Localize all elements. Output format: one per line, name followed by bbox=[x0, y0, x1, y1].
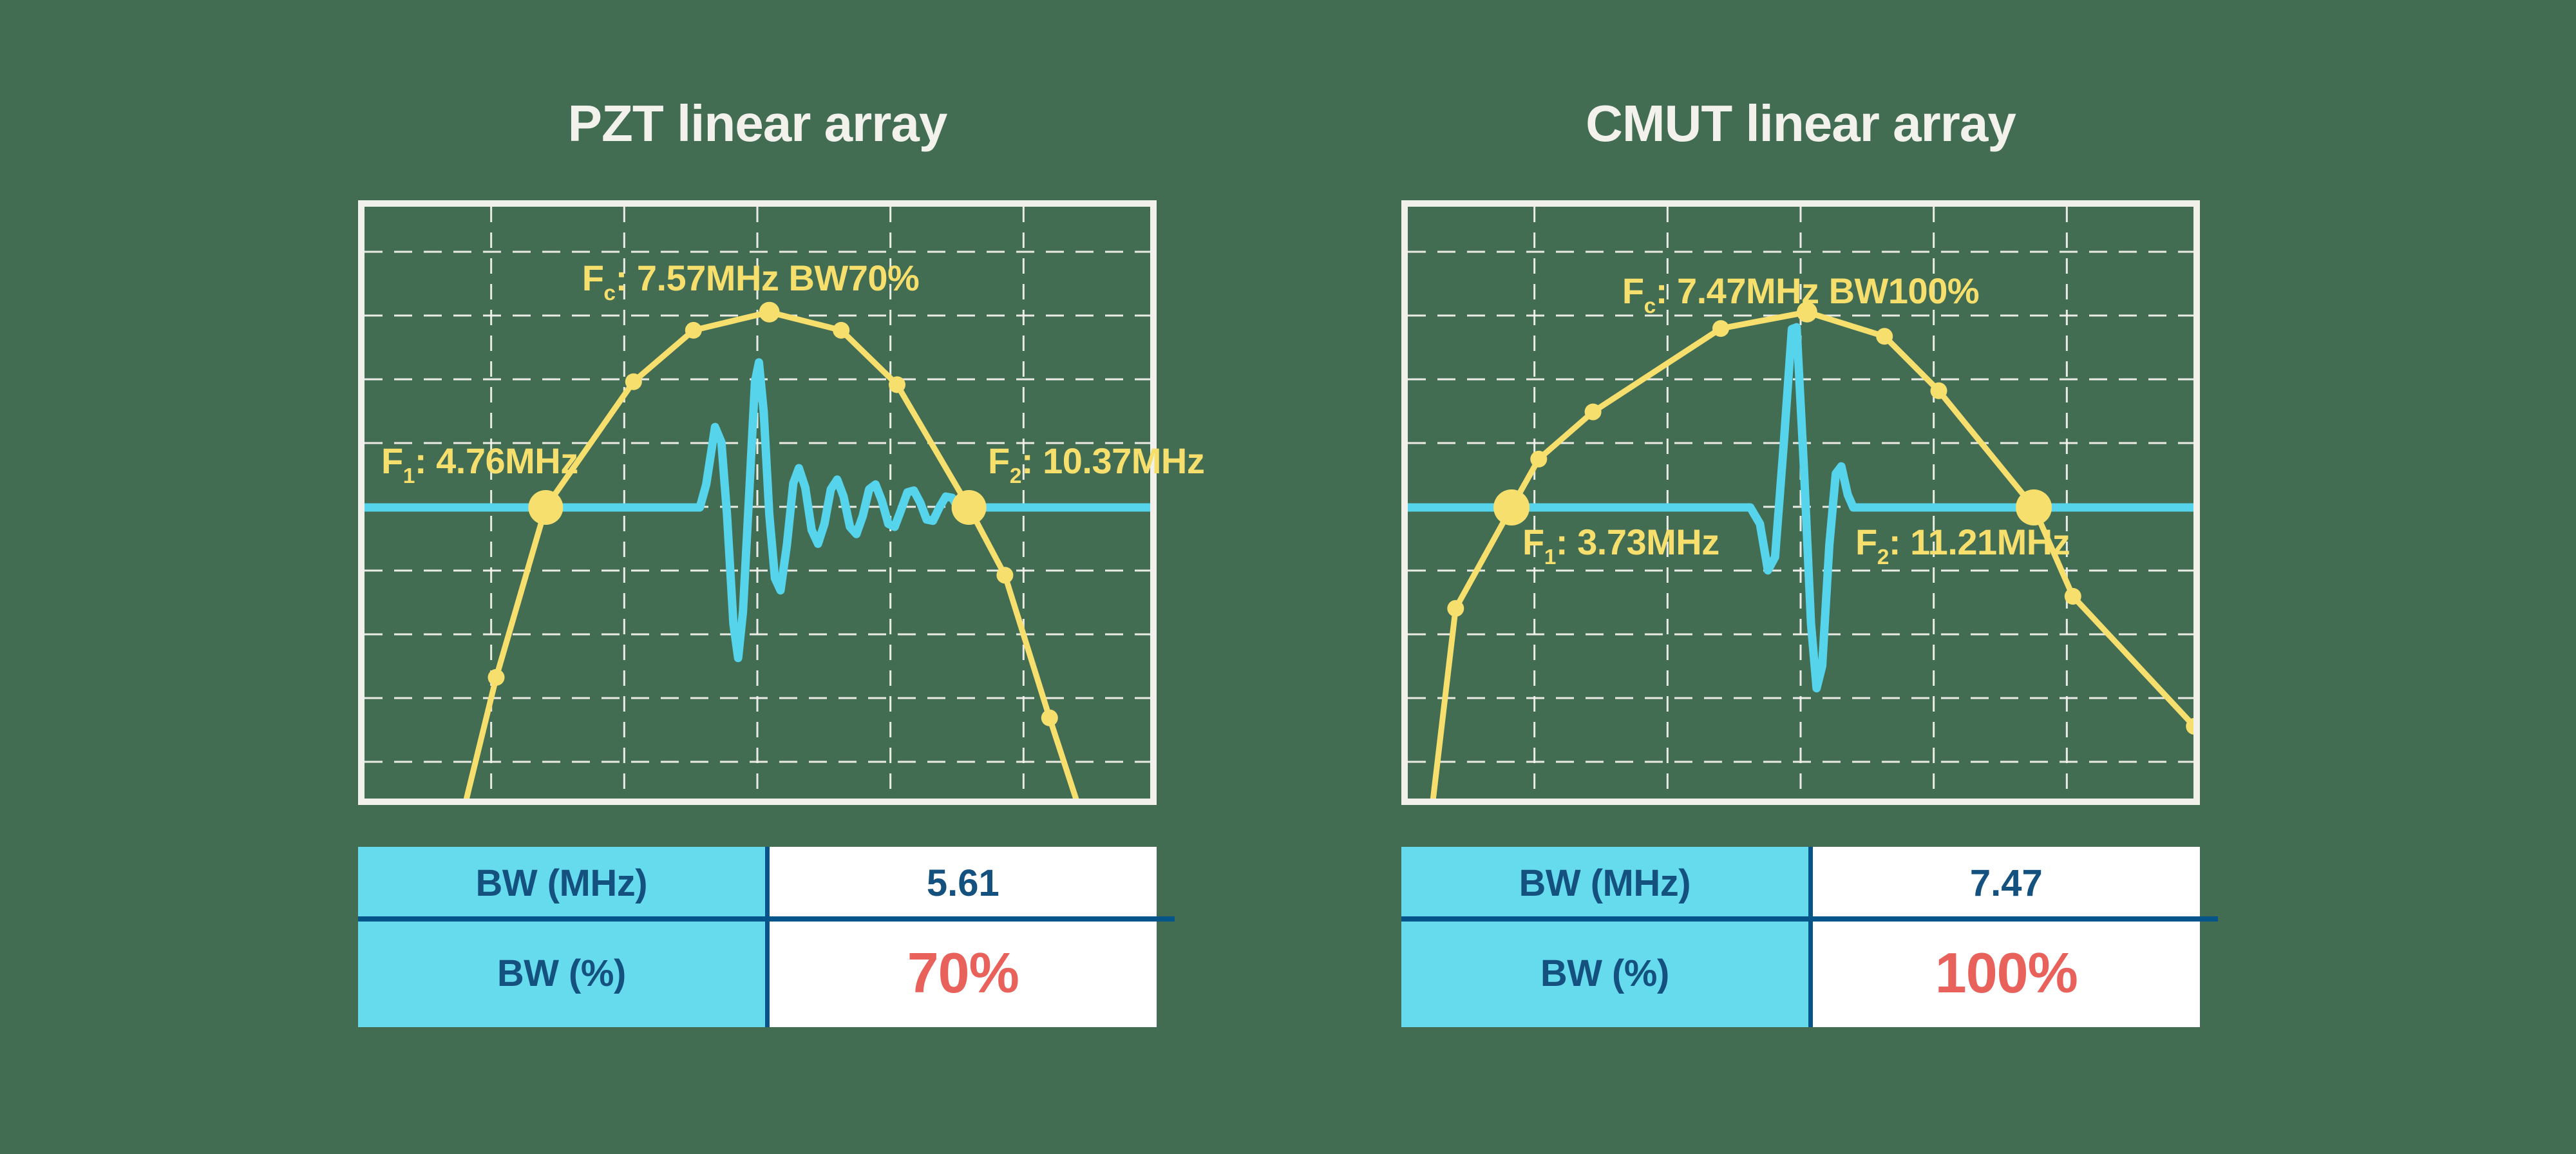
annotation-symbol: F bbox=[381, 440, 403, 481]
annotation-value: : 7.57MHz BW70% bbox=[615, 258, 920, 298]
annotation-symbol: F bbox=[988, 440, 1010, 481]
bw-table: BW (MHz) 7.47 BW (%) 100% bbox=[1401, 847, 2218, 1027]
annotation-symbol: F bbox=[582, 258, 604, 298]
annotation-subscript: 2 bbox=[1009, 464, 1022, 489]
bw-mhz-label: BW (MHz) bbox=[358, 847, 770, 919]
bw-mhz-label: BW (MHz) bbox=[1401, 847, 1813, 919]
bw-table: BW (MHz) 5.61 BW (%) 70% bbox=[358, 847, 1175, 1027]
annotation-symbol: F bbox=[1855, 522, 1877, 562]
bw-pct-value: 100% bbox=[1812, 919, 2200, 1027]
bw-pct-label: BW (%) bbox=[358, 919, 770, 1027]
annotation-subscript: 1 bbox=[402, 464, 415, 489]
table-row: BW (MHz) 7.47 bbox=[1401, 847, 2200, 919]
annotation-value: : 7.47MHz BW100% bbox=[1655, 270, 1980, 311]
annotation-symbol: F bbox=[1622, 270, 1644, 311]
bw-mhz-value: 5.61 bbox=[769, 847, 1157, 919]
page-title: CMUT linear array bbox=[1586, 95, 2016, 152]
chart-plot-area bbox=[358, 200, 1157, 805]
annotation-symbol: F bbox=[1522, 522, 1544, 562]
annotation-subscript: c bbox=[603, 281, 616, 306]
upper-cutoff-annotation: F2: 10.37MHz bbox=[988, 440, 1205, 489]
pzt-spectrum-chart: Fc: 7.57MHz BW70% F1: 4.76MHz F2: 10.37M… bbox=[358, 200, 1205, 805]
table-row-divider bbox=[358, 916, 1175, 922]
bw-pct-value: 70% bbox=[769, 919, 1157, 1027]
page-title: PZT linear array bbox=[567, 95, 948, 152]
upper-cutoff-annotation: F2: 11.21MHz bbox=[1855, 521, 2070, 570]
lower-cutoff-annotation: F1: 4.76MHz bbox=[381, 440, 578, 489]
chart-plot-area bbox=[1401, 200, 2200, 805]
bw-pct-label: BW (%) bbox=[1401, 919, 1813, 1027]
bw-mhz-value: 7.47 bbox=[1812, 847, 2200, 919]
center-frequency-annotation: Fc: 7.47MHz BW100% bbox=[1622, 270, 1980, 319]
table-row: BW (MHz) 5.61 bbox=[358, 847, 1157, 919]
panel-pzt: PZT linear array Fc: 7.57MHz BW70% F1: 4… bbox=[358, 95, 1205, 1050]
annotation-subscript: c bbox=[1643, 294, 1656, 319]
annotation-subscript: 1 bbox=[1544, 545, 1557, 570]
table-row-divider bbox=[1401, 916, 2218, 922]
center-frequency-annotation: Fc: 7.57MHz BW70% bbox=[582, 257, 920, 306]
annotation-value: : 10.37MHz bbox=[1021, 440, 1205, 481]
lower-cutoff-annotation: F1: 3.73MHz bbox=[1522, 521, 1719, 570]
annotation-value: : 3.73MHz bbox=[1555, 522, 1719, 562]
table-row: BW (%) 70% bbox=[358, 919, 1157, 1027]
annotation-value: : 4.76MHz bbox=[414, 440, 578, 481]
cmut-spectrum-chart: Fc: 7.47MHz BW100% F1: 3.73MHz F2: 11.21… bbox=[1401, 200, 2200, 805]
panel-cmut: CMUT linear array Fc: 7.47MHz BW100% F1:… bbox=[1401, 95, 2218, 1050]
annotation-subscript: 2 bbox=[1877, 545, 1889, 570]
annotation-value: : 11.21MHz bbox=[1888, 522, 2070, 562]
table-row: BW (%) 100% bbox=[1401, 919, 2200, 1027]
